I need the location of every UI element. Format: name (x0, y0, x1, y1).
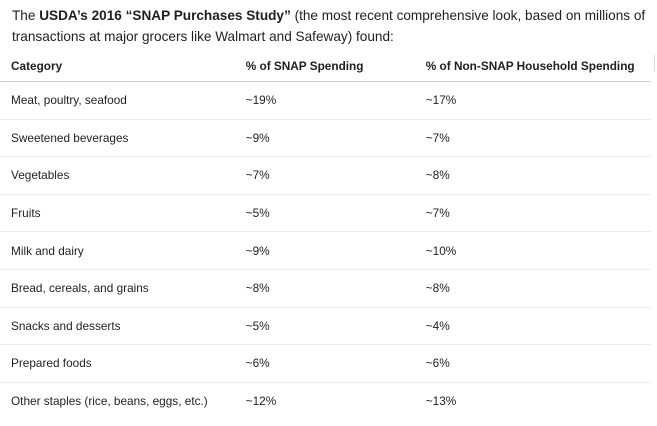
cell-non-snap-spending: ~8% (414, 269, 651, 308)
table-row: Snacks and desserts ~5% ~4% (0, 307, 651, 346)
header-category: Category (0, 50, 235, 82)
cell-category: Other staples (rice, beans, eggs, etc.) (11, 394, 208, 409)
cell-snap-spending: ~5% (234, 194, 415, 233)
cell-snap-spending: ~8% (234, 269, 415, 308)
cell-non-snap-spending: ~17% (414, 81, 651, 120)
cell-category: Vegetables (0, 156, 235, 195)
cell-category: Bread, cereals, and grains (0, 269, 235, 308)
cell-category: Prepared foods (0, 344, 235, 383)
cell-category: Meat, poultry, seafood (0, 81, 235, 120)
intro-study-title: USDA’s 2016 “SNAP Purchases Study” (39, 8, 291, 23)
cell-non-snap-spending: ~6% (414, 344, 651, 383)
cell-non-snap-spending: ~7% (414, 119, 651, 158)
table-row: Vegetables ~7% ~8% (0, 156, 651, 195)
cell-non-snap-spending: ~13% (425, 394, 457, 409)
cell-category: Milk and dairy (0, 231, 235, 270)
table-row: Prepared foods ~6% ~6% (0, 344, 651, 383)
cell-snap-spending: ~9% (234, 231, 415, 270)
header-snap-spending: % of SNAP Spending (234, 50, 415, 82)
cell-snap-spending: ~12% (245, 394, 277, 409)
table-row: Bread, cereals, and grains ~8% ~8% (0, 269, 651, 308)
cell-non-snap-spending: ~7% (414, 194, 651, 233)
table-row: Sweetened beverages ~9% ~7% (0, 119, 651, 158)
snap-spending-table: Category % of SNAP Spending % of Non-SNA… (0, 50, 651, 419)
cell-snap-spending: ~5% (234, 307, 415, 346)
intro-suffix: (the most recent comprehensive look, bas… (12, 8, 646, 44)
cell-snap-spending: ~9% (234, 119, 415, 158)
table-scroll-edge (654, 55, 655, 71)
table-header-row: Category % of SNAP Spending % of Non-SNA… (0, 50, 651, 82)
cell-non-snap-spending: ~10% (414, 231, 651, 270)
table-body: Meat, poultry, seafood ~19% ~17% Sweetened … (0, 81, 651, 420)
cell-snap-spending: ~6% (234, 344, 415, 383)
table-row: Fruits ~5% ~7% (0, 194, 651, 233)
table-row: Milk and dairy ~9% ~10% (0, 231, 651, 270)
cell-snap-spending: ~19% (234, 81, 415, 120)
intro-paragraph: The USDA’s 2016 “SNAP Purchases Study” (… (12, 5, 652, 47)
cell-non-snap-spending: ~8% (414, 156, 651, 195)
cell-category: Snacks and desserts (0, 307, 235, 346)
table-row: Other staples (rice, beans, eggs, etc.) ~… (0, 382, 651, 419)
header-non-snap-spending: % of Non-SNAP Household Spending (414, 50, 651, 82)
intro-prefix: The (12, 8, 40, 23)
cell-category: Sweetened beverages (0, 119, 235, 158)
table-row: Meat, poultry, seafood ~19% ~17% (0, 81, 651, 120)
cell-non-snap-spending: ~4% (414, 307, 651, 346)
cell-snap-spending: ~7% (234, 156, 415, 195)
cell-category: Fruits (0, 194, 235, 233)
